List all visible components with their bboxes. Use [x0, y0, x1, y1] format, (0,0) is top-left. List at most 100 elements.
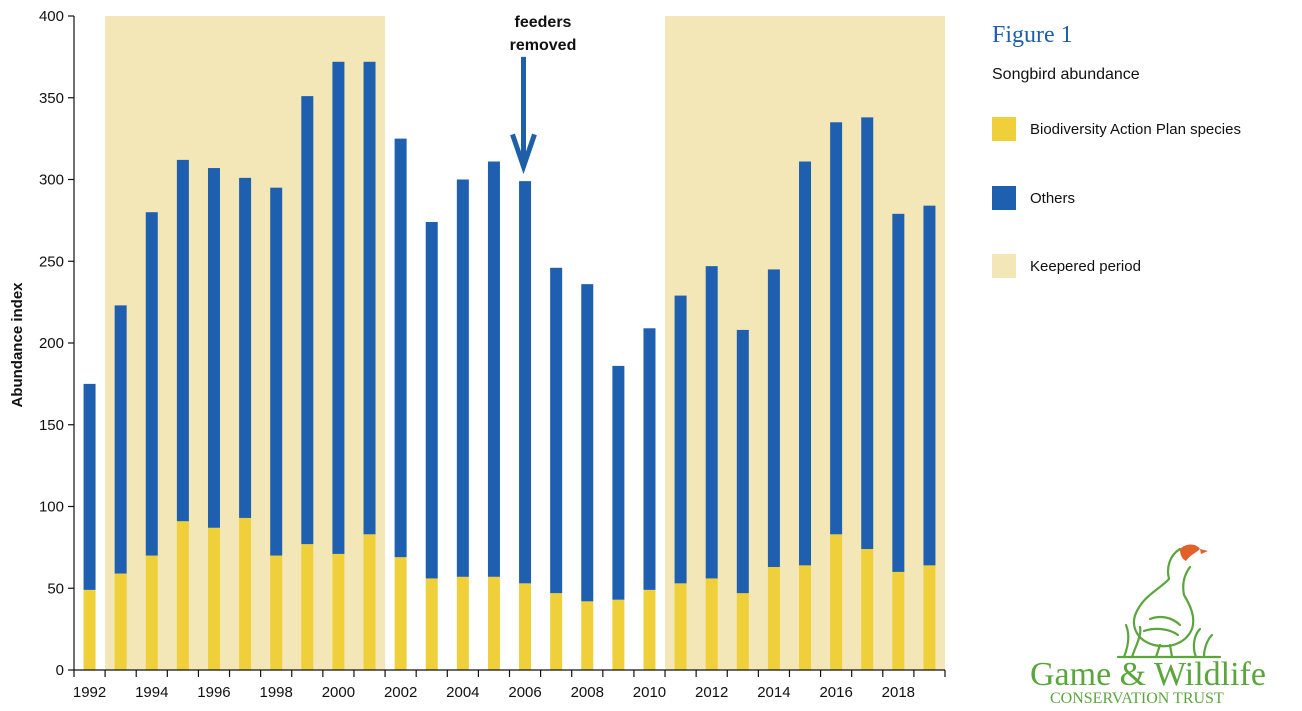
bar-bap-2019 — [923, 565, 936, 670]
bar-bap-1994 — [145, 555, 158, 670]
legend-label-keepered: Keepered period — [1030, 257, 1141, 275]
bar-bap-1997 — [239, 517, 252, 670]
bar-others-2011 — [674, 295, 687, 584]
bar-others-2010 — [643, 328, 656, 590]
y-tick-label-0: 0 — [56, 662, 64, 679]
x-tick-label-2006: 2006 — [508, 684, 541, 701]
bar-others-2008 — [581, 284, 594, 602]
bar-others-2009 — [612, 365, 625, 600]
bar-others-1994 — [145, 212, 158, 556]
x-tick-label-2004: 2004 — [446, 684, 479, 701]
bar-bap-1999 — [301, 544, 314, 670]
bar-others-2002 — [394, 138, 407, 558]
bar-bap-1996 — [207, 527, 220, 670]
bar-others-2017 — [861, 117, 874, 550]
bar-others-1993 — [114, 305, 127, 574]
axes: 0 50 100 150 200 250 300 350 400 1992 1994 1996 1998… — [39, 8, 946, 701]
y-tick-label-100: 100 — [39, 499, 64, 516]
gwct-logo: Game & Wildlife CONSERVATION TRUST — [1030, 544, 1266, 705]
bar-bap-2004 — [456, 576, 469, 670]
bar-others-2006 — [519, 181, 532, 584]
bar-others-1997 — [239, 177, 252, 518]
bar-others-2000 — [332, 61, 345, 554]
x-tick-label-2002: 2002 — [384, 684, 417, 701]
bar-bap-1993 — [114, 573, 127, 670]
bar-others-2001 — [363, 61, 376, 535]
bar-others-1992 — [83, 383, 96, 590]
feeders-removed-annotation: feeders removed — [510, 14, 577, 175]
bar-others-2018 — [892, 213, 905, 572]
bar-others-1996 — [207, 168, 220, 528]
y-tick-label-50: 50 — [47, 580, 64, 597]
x-tick-label-2000: 2000 — [322, 684, 355, 701]
bar-bap-2016 — [830, 534, 843, 670]
x-tick-label-2010: 2010 — [633, 684, 666, 701]
legend-item-bap: Biodiversity Action Plan species — [992, 117, 1241, 141]
bar-others-2013 — [736, 329, 749, 594]
bar-others-2007 — [550, 267, 563, 594]
bar-others-2015 — [799, 161, 812, 566]
bar-bap-2005 — [487, 576, 500, 670]
x-tick-label-1998: 1998 — [260, 684, 293, 701]
legend-swatch-keepered — [992, 254, 1016, 278]
bar-bap-1995 — [176, 521, 189, 670]
bar-bap-2017 — [861, 549, 874, 670]
x-tick-label-2012: 2012 — [695, 684, 728, 701]
bar-others-1999 — [301, 96, 314, 545]
bar-bap-1992 — [83, 589, 96, 670]
x-tick-label-1994: 1994 — [135, 684, 168, 701]
bar-others-2016 — [830, 122, 843, 535]
bar-others-2003 — [425, 222, 438, 579]
legend-swatch-others — [992, 186, 1016, 210]
bar-bap-2006 — [519, 583, 532, 670]
bar-bap-2018 — [892, 571, 905, 670]
bar-bap-2007 — [550, 593, 563, 670]
bar-others-2005 — [487, 161, 500, 577]
bar-bap-1998 — [270, 555, 283, 670]
bar-bap-2010 — [643, 589, 656, 670]
y-tick-label-150: 150 — [39, 417, 64, 434]
y-tick-label-200: 200 — [39, 335, 64, 352]
bar-bap-2000 — [332, 553, 345, 670]
y-tick-label-350: 350 — [39, 90, 64, 107]
annotation-line-2: removed — [510, 37, 577, 54]
legend-item-keepered: Keepered period — [992, 254, 1141, 278]
legend-swatch-bap — [992, 117, 1016, 141]
x-tick-label-2008: 2008 — [571, 684, 604, 701]
legend-item-others: Others — [992, 186, 1075, 210]
annotation-line-1: feeders — [515, 14, 572, 31]
bar-bap-2003 — [425, 578, 438, 670]
bar-bap-2001 — [363, 534, 376, 670]
partridge-icon — [1116, 547, 1222, 659]
bar-bap-2012 — [705, 578, 718, 670]
x-tick-label-1992: 1992 — [73, 684, 106, 701]
y-tick-label-400: 400 — [39, 8, 64, 25]
annotation-arrow-head — [510, 133, 537, 175]
bar-others-2014 — [767, 269, 780, 567]
bar-bap-2009 — [612, 599, 625, 670]
bar-bap-2015 — [799, 565, 812, 670]
bar-bap-2002 — [394, 557, 407, 670]
bar-bap-2013 — [736, 593, 749, 670]
bar-others-2004 — [456, 179, 469, 577]
legend-label-others: Others — [1030, 189, 1076, 207]
x-tick-label-2018: 2018 — [882, 684, 915, 701]
y-axis-title: Abundance index — [9, 282, 26, 408]
bar-others-1995 — [176, 159, 189, 522]
x-tick-label-1996: 1996 — [197, 684, 230, 701]
logo-name: Game & Wildlife — [1030, 656, 1266, 693]
bar-bap-2014 — [767, 566, 780, 670]
bar-bap-2008 — [581, 601, 594, 670]
logo-subtitle: CONSERVATION TRUST — [1050, 690, 1224, 705]
bar-others-1998 — [270, 187, 283, 556]
bar-bap-2011 — [674, 583, 687, 670]
chart-title: Songbird abundance — [992, 66, 1140, 83]
bar-others-2019 — [923, 205, 936, 566]
chart-svg: 0 50 100 150 200 250 300 350 400 1992 1994 1996 1998… — [9, 8, 946, 701]
y-tick-label-300: 300 — [39, 172, 64, 189]
bar-series — [83, 61, 936, 670]
bar-others-2012 — [705, 266, 718, 579]
x-tick-label-2014: 2014 — [757, 684, 790, 701]
figure-label: Figure 1 — [992, 22, 1073, 48]
y-tick-label-250: 250 — [39, 253, 64, 270]
